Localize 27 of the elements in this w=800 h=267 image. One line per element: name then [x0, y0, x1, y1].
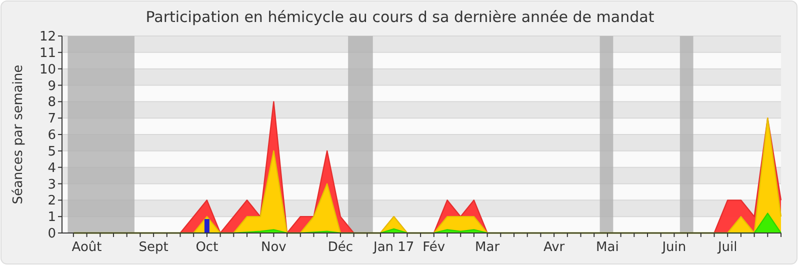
- y-tick-label: 9: [48, 78, 56, 94]
- y-tick-label: 7: [48, 112, 56, 127]
- x-tick-label: Sept: [138, 240, 168, 255]
- y-tick-label: 12: [39, 30, 56, 45]
- x-tick-label: Juin: [661, 240, 686, 255]
- x-tick-label: Juil: [716, 240, 738, 255]
- y-tick-label: 1: [48, 210, 56, 226]
- x-tick-label: Fév: [422, 240, 446, 255]
- y-tick-label: 3: [48, 177, 56, 192]
- x-tick-label: Jan 17: [372, 240, 414, 255]
- y-tick-label: 6: [48, 128, 56, 144]
- y-tick-label: 2: [48, 194, 56, 209]
- y-tick-label: 0: [48, 226, 56, 242]
- x-tick-label: Nov: [261, 240, 287, 255]
- x-tick-label: Oct: [196, 240, 218, 255]
- y-tick-label: 10: [39, 62, 56, 78]
- y-tick-label: 4: [48, 160, 56, 176]
- y-tick-label: 11: [39, 46, 56, 61]
- x-tick-label: Mar: [475, 240, 500, 255]
- x-tick-label: Août: [72, 240, 102, 255]
- y-axis-title: Séances par semaine: [11, 64, 26, 204]
- x-tick-label: Avr: [543, 240, 566, 255]
- x-tick-label: Déc: [328, 240, 354, 255]
- chart-title: Participation en hémicycle au cours d sa dernière année de mandat: [146, 8, 654, 26]
- y-tick-label: 5: [48, 144, 56, 160]
- y-tick-label: 8: [48, 95, 56, 110]
- x-tick-label: Mai: [596, 240, 619, 255]
